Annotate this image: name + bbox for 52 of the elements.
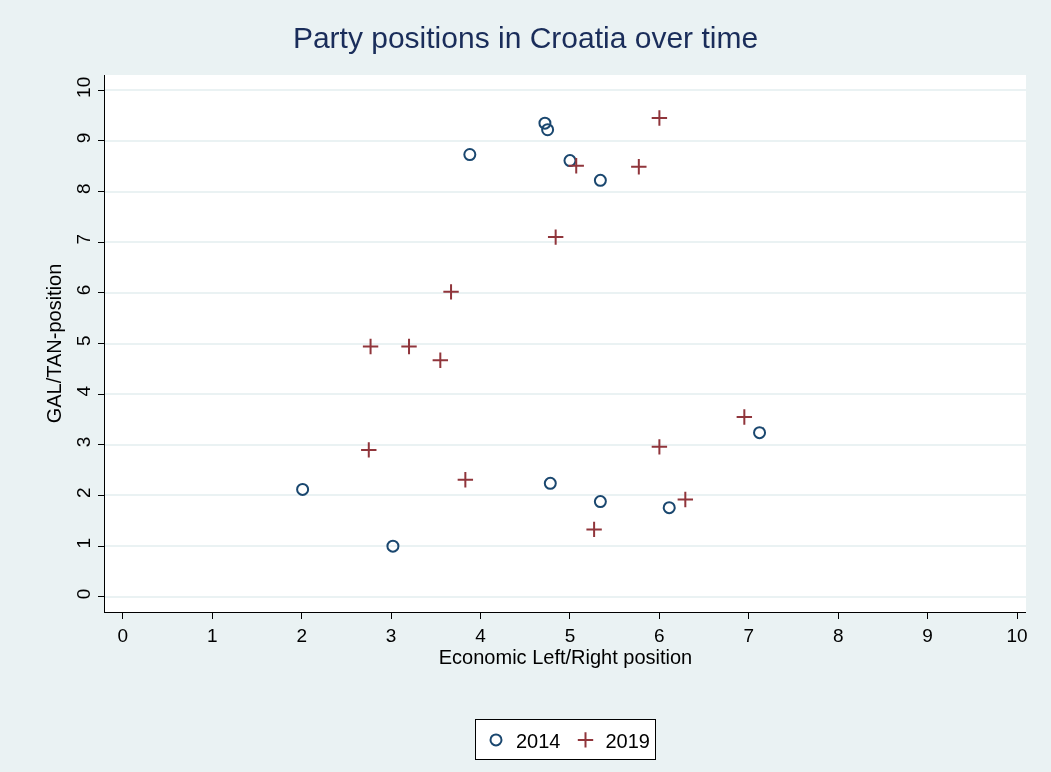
point bbox=[543, 476, 557, 490]
y-tick-label: 5 bbox=[73, 335, 95, 346]
x-tick-label: 7 bbox=[743, 624, 755, 646]
point bbox=[593, 495, 607, 509]
x-tick-label: 1 bbox=[207, 624, 218, 646]
point bbox=[650, 438, 669, 456]
point bbox=[431, 351, 450, 369]
x-axis-title: Economic Left/Right position bbox=[438, 645, 693, 668]
point bbox=[538, 116, 552, 130]
y-tick-label: 3 bbox=[73, 436, 95, 448]
point bbox=[662, 501, 676, 515]
point bbox=[563, 154, 577, 168]
legend-label: 2014 bbox=[516, 729, 561, 752]
y-tick-label: 10 bbox=[73, 76, 95, 98]
point bbox=[360, 441, 378, 459]
point bbox=[650, 109, 669, 127]
x-tick-label: 6 bbox=[654, 624, 665, 646]
y-tick-label: 0 bbox=[73, 588, 95, 600]
legend-label: 2019 bbox=[605, 729, 650, 752]
y-axis-title: GAL/TAN-position bbox=[42, 263, 65, 424]
y-tick-label: 4 bbox=[73, 385, 95, 397]
point bbox=[463, 148, 477, 162]
point bbox=[630, 158, 648, 176]
x-tick-label: 5 bbox=[564, 624, 576, 646]
point bbox=[456, 471, 475, 489]
x-tick-label: 4 bbox=[475, 624, 487, 646]
point bbox=[386, 539, 400, 553]
x-tick-label: 2 bbox=[296, 624, 308, 646]
x-tick-label: 8 bbox=[832, 624, 844, 646]
point bbox=[567, 156, 585, 175]
point bbox=[753, 426, 767, 440]
x-tick-label: 10 bbox=[1006, 624, 1028, 646]
point bbox=[361, 337, 380, 356]
x-tick-label: 9 bbox=[922, 624, 933, 646]
y-tick-label: 7 bbox=[73, 234, 95, 245]
point bbox=[546, 228, 565, 246]
y-tick-label: 6 bbox=[73, 284, 95, 296]
point bbox=[541, 123, 555, 137]
y-tick-label: 9 bbox=[73, 132, 95, 144]
x-tick-label: 3 bbox=[385, 624, 397, 646]
point bbox=[296, 482, 310, 496]
y-tick-label: 1 bbox=[73, 538, 95, 549]
chart-title: Party positions in Croatia over time bbox=[292, 21, 759, 55]
y-tick-label: 2 bbox=[73, 487, 95, 498]
x-tick-label: 0 bbox=[117, 624, 129, 646]
point bbox=[442, 283, 460, 301]
point bbox=[585, 520, 603, 539]
point bbox=[593, 173, 607, 187]
point bbox=[735, 408, 754, 426]
point bbox=[400, 337, 418, 356]
y-tick-label: 8 bbox=[73, 183, 95, 194]
point bbox=[676, 490, 695, 509]
